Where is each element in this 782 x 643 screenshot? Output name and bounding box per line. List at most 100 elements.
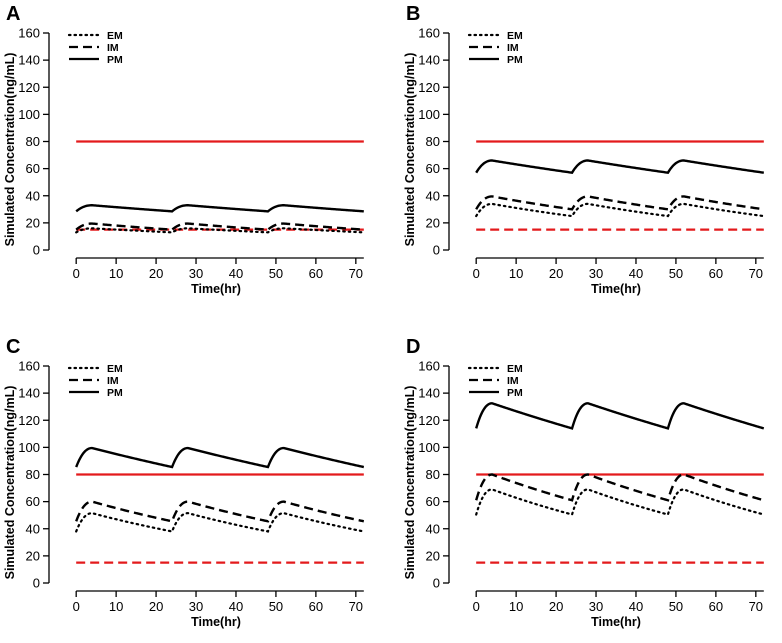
series-line-im [475,195,764,211]
legend-label-pm: PM [507,387,523,399]
y-tick-label: 0 [433,243,440,258]
x-tick-label: 60 [709,266,723,281]
x-tick-label: 60 [309,266,323,281]
y-tick-label: 120 [18,413,40,428]
x-tick-label: 10 [109,266,123,281]
x-tick-label: 30 [589,266,603,281]
x-tick-label: 0 [473,599,480,614]
y-tick-label: 20 [26,215,40,230]
x-tick-label: 30 [589,599,603,614]
legend-label-im: IM [507,375,519,387]
series-line-em [475,202,765,218]
x-tick-label: 40 [629,599,643,614]
y-axis-title: Simulated Concentration(ng/mL) [3,386,17,580]
y-tick-label: 40 [426,521,440,536]
x-tick-label: 20 [149,266,163,281]
y-tick-label: 120 [418,413,440,428]
y-tick-label: 60 [426,161,440,176]
x-axis-title: Time(hr) [191,282,241,296]
x-tick-label: 40 [629,266,643,281]
x-tick-label: 70 [349,599,363,614]
y-tick-label: 120 [418,80,440,95]
panel-a: A 0 20 40 60 80 100 120 140 160 0 10 20 30 40 50 60 70 Tim… [3,3,365,296]
y-tick-label: 140 [418,53,440,68]
legend-label-em: EM [107,30,123,42]
y-tick-label: 140 [18,386,40,401]
panel-letter: B [406,3,420,25]
y-tick-label: 160 [418,26,440,41]
legend-label-em: EM [507,363,523,375]
series-line-im [75,500,365,523]
x-tick-label: 20 [149,599,163,614]
series-line-pm [75,446,365,469]
x-tick-label: 50 [669,599,683,614]
x-tick-label: 0 [73,266,80,281]
legend-label-im: IM [107,42,119,54]
panel-letter: A [6,3,20,25]
y-tick-label: 100 [18,107,40,122]
y-tick-label: 80 [426,467,440,482]
x-tick-label: 50 [669,266,683,281]
y-tick-label: 140 [18,53,40,68]
x-tick-label: 30 [189,599,203,614]
series-line-pm [75,204,364,213]
x-tick-label: 60 [709,599,723,614]
x-tick-label: 20 [549,599,563,614]
panel-b: B 0 20 40 60 80 100 120 140 160 0 10 20 30 40 50 60 70 Tim… [403,3,765,296]
y-tick-label: 40 [426,188,440,203]
legend-label-pm: PM [107,54,123,66]
y-tick-label: 100 [418,440,440,455]
x-tick-label: 40 [229,599,243,614]
y-tick-label: 40 [26,188,40,203]
y-tick-label: 160 [18,359,40,374]
x-axis-title: Time(hr) [591,282,641,296]
x-tick-label: 50 [269,599,283,614]
legend-label-pm: PM [507,54,523,66]
x-tick-label: 60 [309,599,323,614]
y-tick-label: 0 [33,576,40,591]
panel-letter: C [6,336,20,358]
x-tick-label: 0 [473,266,480,281]
series-line-em [475,488,765,516]
x-axis-title: Time(hr) [191,615,241,629]
x-tick-label: 70 [749,266,763,281]
y-tick-label: 20 [426,548,440,563]
x-tick-label: 10 [509,599,523,614]
series-line-pm [475,402,765,430]
legend-label-em: EM [107,363,123,375]
legend-label-em: EM [507,30,523,42]
y-axis-title: Simulated Concentration(ng/mL) [3,53,17,247]
y-tick-label: 20 [26,548,40,563]
y-tick-label: 160 [18,26,40,41]
series-line-em [75,227,365,234]
series-line-im [75,222,364,231]
y-tick-label: 60 [426,494,440,509]
panel-letter: D [406,336,420,358]
y-axis-title: Simulated Concentration(ng/mL) [403,386,417,580]
x-tick-label: 10 [109,599,123,614]
x-tick-label: 70 [349,266,363,281]
y-tick-label: 140 [418,386,440,401]
y-tick-label: 100 [18,440,40,455]
y-tick-label: 120 [18,80,40,95]
y-tick-label: 80 [26,134,40,149]
x-tick-label: 20 [549,266,563,281]
x-tick-label: 0 [73,599,80,614]
x-tick-label: 50 [269,266,283,281]
y-tick-label: 160 [418,359,440,374]
legend-label-pm: PM [107,387,123,399]
y-tick-label: 60 [26,494,40,509]
panel-d: D 0 20 40 60 80 100 120 140 160 0 10 20 30 40 50 60 70 Tim… [403,336,765,629]
y-tick-label: 20 [426,215,440,230]
legend-label-im: IM [507,42,519,54]
y-tick-label: 0 [433,576,440,591]
series-line-em [75,512,365,533]
series-line-pm [475,159,764,174]
y-tick-label: 0 [33,243,40,258]
x-tick-label: 70 [749,599,763,614]
y-axis-title: Simulated Concentration(ng/mL) [403,53,417,247]
y-tick-label: 40 [26,521,40,536]
x-tick-label: 30 [189,266,203,281]
y-tick-label: 80 [26,467,40,482]
